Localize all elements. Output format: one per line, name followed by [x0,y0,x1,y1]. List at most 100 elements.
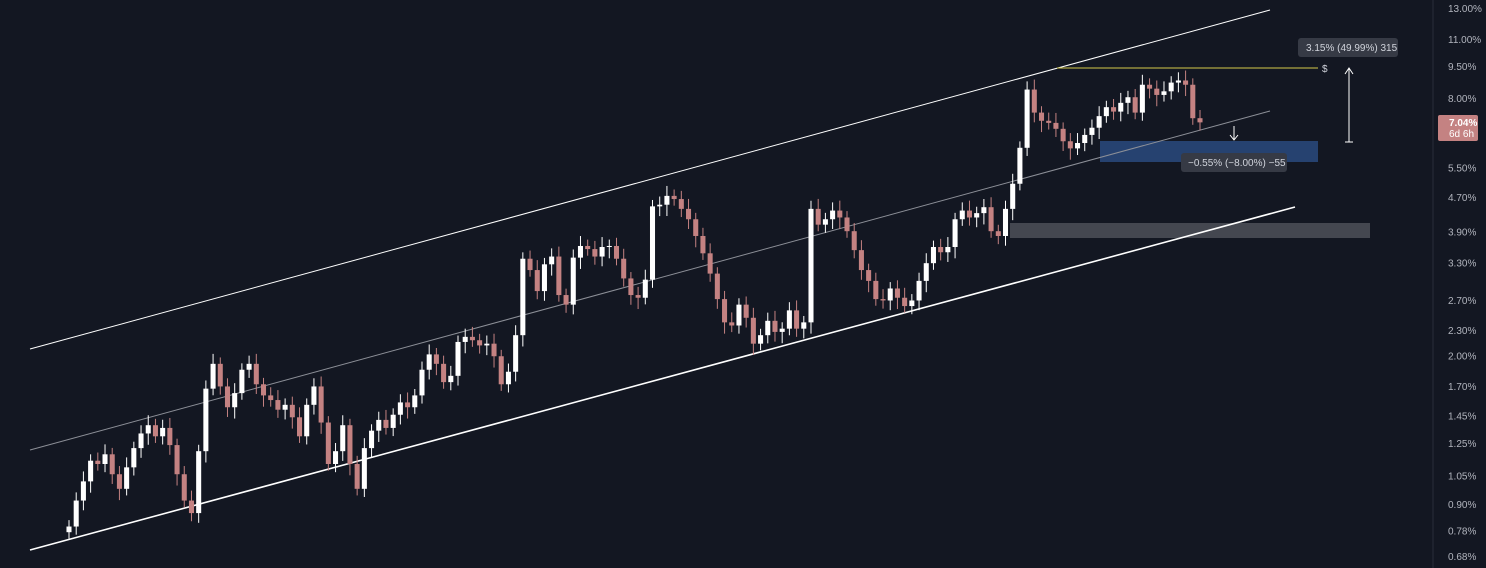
candle [369,424,375,458]
candle [765,312,771,344]
alert-dollar-marker[interactable]: $ [1322,64,1328,75]
candle [649,199,656,288]
candle [707,243,713,282]
candle [642,269,648,305]
candle [498,349,504,391]
candle [239,363,245,400]
candle [613,237,620,266]
candle [671,189,677,206]
measure-down-text: −0.55% (−8.00%) −55 [1188,158,1286,169]
candle [606,239,612,259]
candle [851,223,857,259]
candle [700,227,706,260]
candle [635,286,641,310]
candle [318,376,324,434]
candle [217,357,223,395]
gray-support-zone[interactable] [1010,223,1370,238]
lower-channel-line[interactable] [29,206,1296,551]
candle [347,418,353,476]
measure-down-arrow[interactable] [1229,126,1239,141]
price-tick-label: 1.70% [1448,382,1476,393]
candle [405,392,411,419]
candle [412,389,418,414]
candle [570,249,576,315]
candle [426,344,432,380]
candle [822,212,828,233]
candle [786,302,792,336]
candle [1118,92,1124,122]
price-tick-label: 1.05% [1448,471,1476,482]
candle [210,353,216,396]
candle [333,442,339,473]
price-tick-label: 1.25% [1448,439,1476,450]
candle [1031,79,1037,123]
candle [995,224,1001,245]
candle [549,248,555,276]
candle [311,378,317,415]
candle [1183,70,1189,97]
candle [196,444,202,523]
candle [887,282,893,311]
candle [1154,80,1160,107]
candle [188,490,194,522]
upper-channel-line[interactable] [29,9,1271,350]
candle [152,418,158,443]
candle [988,197,994,238]
current-price-label: 7.04% [1449,118,1477,129]
candle [974,206,980,228]
candle [1103,100,1109,123]
candle [909,294,915,315]
measure-up-tooltip: 3.15% (49.99%) 315 [1298,38,1398,57]
candle [952,212,958,259]
candle [513,325,519,382]
candle [1060,122,1066,151]
candle [361,438,367,497]
candle [268,387,274,407]
candle [376,411,382,442]
candle [534,260,540,300]
candle [678,190,684,218]
candle [1038,106,1045,133]
candle [145,415,151,445]
candle [1046,112,1052,130]
price-tick-label: 0.78% [1448,527,1476,538]
price-tick-label: 3.90% [1448,228,1476,239]
candle [160,419,166,445]
candle [815,198,821,232]
candles-series [66,70,1203,539]
candle [1067,133,1073,160]
candle [563,288,569,313]
candle [714,267,720,309]
candle [232,383,238,419]
candle [794,300,800,337]
candle [419,361,425,404]
price-tick-label: 3.30% [1448,259,1476,270]
candle [1010,173,1016,221]
candle [297,407,303,443]
candle [844,211,850,238]
candle [1002,200,1009,246]
candle [837,200,843,229]
price-tick-label: 5.50% [1448,164,1476,175]
candle [124,457,130,496]
candle [894,280,900,310]
candle [80,471,86,511]
candle [945,237,951,262]
candle [1096,106,1102,140]
candle [484,335,490,356]
candle [477,333,483,354]
candle [174,438,180,486]
candle [527,250,533,277]
price-tick-label: 2.30% [1448,326,1476,337]
measure-up-arrow[interactable] [1344,67,1354,143]
candle [880,289,886,309]
price-axis[interactable]: 13.00% 11.00% 9.50% 8.00% 5.50% 4.70% 3.90% 3.3… [1448,4,1482,563]
candle [1168,76,1174,100]
candle [1089,119,1095,145]
candle-countdown: 6d 6h [1449,129,1474,140]
candle [109,447,115,484]
price-tick-label: 0.90% [1448,500,1476,511]
